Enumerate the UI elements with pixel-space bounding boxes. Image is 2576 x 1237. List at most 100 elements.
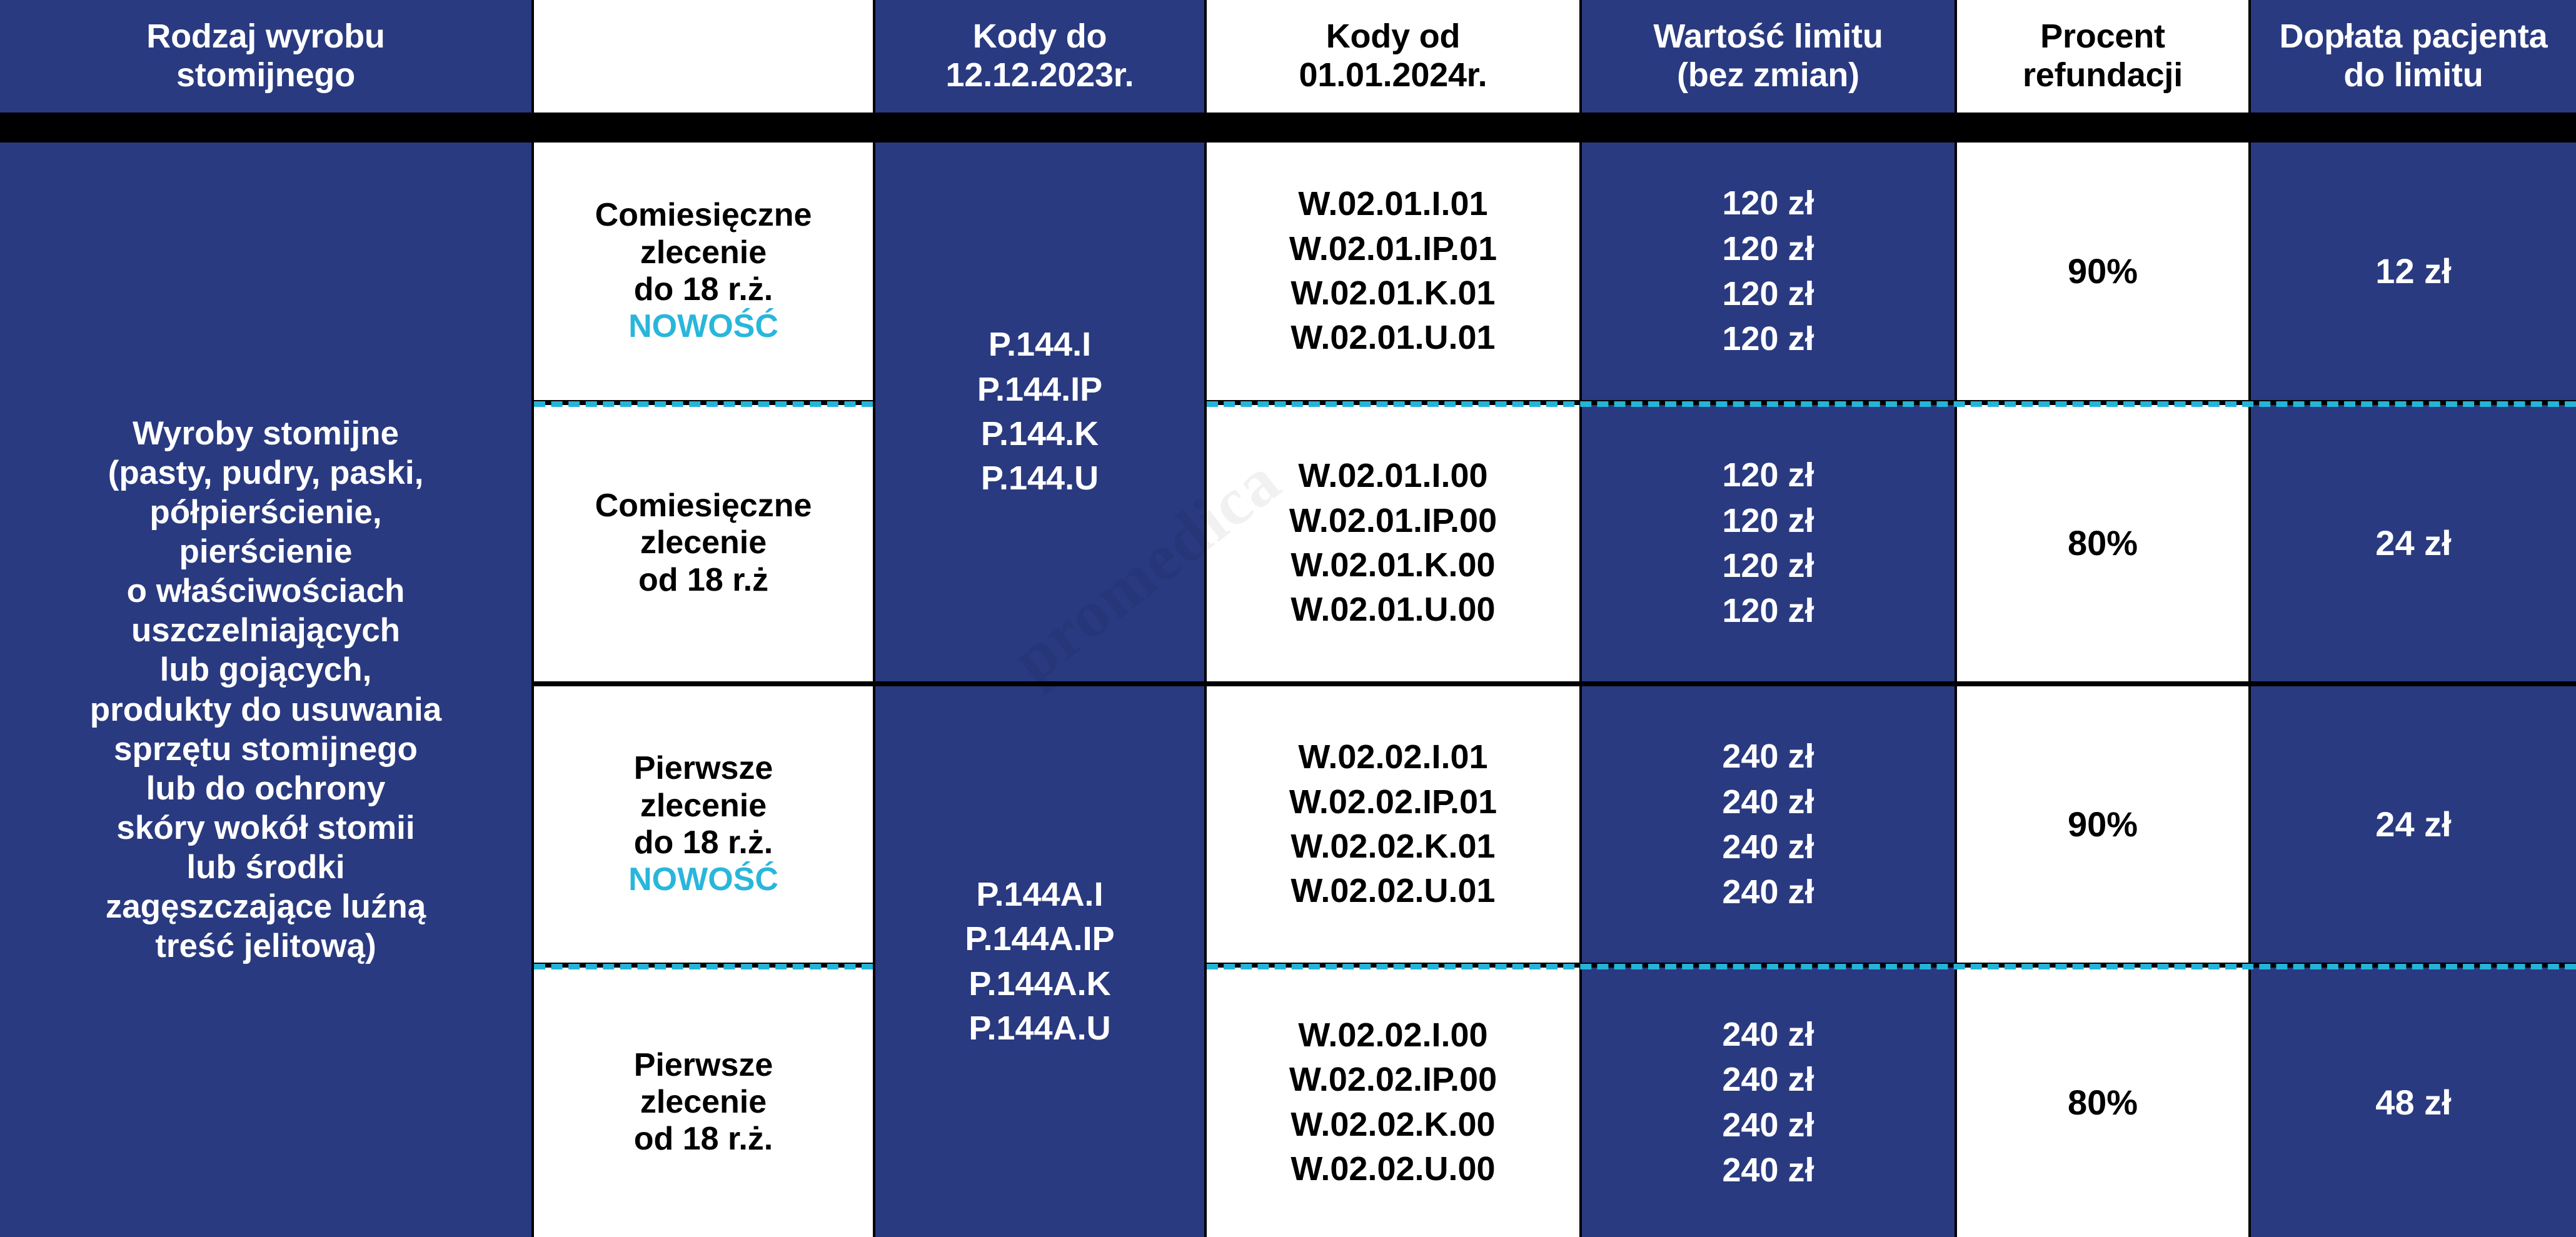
product-line: produkty do usuwania — [89, 691, 442, 728]
old-code: P.144A.IP — [965, 920, 1115, 958]
product-line: Wyroby stomijne — [132, 415, 400, 453]
limit-value: 240 zł — [1722, 873, 1814, 911]
patient-payment-pierwsze-do18: 24 zł — [2251, 686, 2576, 963]
header-line: Dopłata pacjenta — [2279, 18, 2548, 56]
limit-values-comiesieczne-do18: 120 zł 120 zł 120 zł 120 zł — [1582, 143, 1955, 400]
limit-value: 240 zł — [1722, 783, 1814, 821]
new-codes-comiesieczne-do18: W.02.01.I.01 W.02.01.IP.01 W.02.01.K.01 … — [1207, 143, 1579, 400]
limit-value: 120 zł — [1722, 184, 1814, 223]
header-line: stomijnego — [176, 56, 355, 94]
new-code: W.02.02.K.00 — [1291, 1105, 1496, 1143]
new-code: W.02.01.I.01 — [1298, 185, 1488, 223]
new-codes-pierwsze-od18: W.02.02.I.00 W.02.02.IP.00 W.02.02.K.00 … — [1207, 968, 1579, 1237]
new-code: W.02.01.U.01 — [1291, 319, 1496, 357]
order-line: do 18 r.ż. — [633, 271, 773, 308]
limit-value: 120 zł — [1722, 456, 1814, 494]
new-code: W.02.01.U.00 — [1291, 591, 1496, 629]
dashed-separator-group1 — [1207, 401, 2576, 407]
dashed-separator-group2 — [1207, 964, 2576, 969]
product-line: (pasty, pudry, paski, — [108, 454, 424, 492]
order-type-pierwsze-od18: Pierwsze zlecenie od 18 r.ż. — [534, 968, 873, 1237]
limit-value: 120 zł — [1722, 229, 1814, 268]
new-code: W.02.02.K.01 — [1291, 828, 1496, 865]
limit-value: 120 zł — [1722, 547, 1814, 584]
dashed-separator-group1 — [534, 401, 873, 407]
limit-value: 120 zł — [1722, 592, 1814, 630]
header-line: do limitu — [2343, 56, 2483, 94]
old-code: P.144.I — [988, 326, 1092, 364]
new-code: W.02.02.I.00 — [1298, 1016, 1488, 1054]
old-code: P.144A.U — [969, 1009, 1111, 1047]
header-line: 12.12.2023r. — [945, 56, 1134, 94]
order-line: Pierwsze — [633, 750, 773, 787]
old-codes-pierwsze: P.144A.I P.144A.IP P.144A.K P.144A.U — [875, 686, 1204, 1237]
order-line: do 18 r.ż. — [633, 824, 773, 861]
order-line: zlecenie — [640, 524, 767, 561]
new-code: W.02.01.K.01 — [1291, 274, 1496, 312]
header-line: (bez zmian) — [1677, 56, 1859, 94]
order-line: Comiesięczne — [595, 488, 812, 524]
header-blank — [534, 0, 873, 113]
refund-percent-pierwsze-do18: 90% — [1957, 686, 2248, 963]
order-type-comiesieczne-od18: Comiesięczne zlecenie od 18 r.ż — [534, 405, 873, 681]
old-code: P.144A.K — [969, 964, 1111, 1003]
limit-value: 120 zł — [1722, 275, 1814, 313]
product-line: o właściwościach — [126, 573, 405, 610]
header-line: 01.01.2024r. — [1299, 56, 1487, 94]
new-code: W.02.01.IP.01 — [1289, 229, 1497, 268]
header-line: Kody do — [972, 18, 1107, 56]
product-line: półpierścienie, — [149, 494, 382, 531]
limit-value: 240 zł — [1722, 1151, 1814, 1189]
new-code: W.02.01.IP.00 — [1289, 501, 1497, 539]
product-line: lub do ochrony — [146, 769, 386, 807]
product-description: Wyroby stomijne (pasty, pudry, paski, pó… — [9, 414, 523, 966]
order-type-pierwsze-do18: Pierwsze zlecenie do 18 r.ż. NOWOŚĆ — [534, 686, 873, 963]
refund-percent-pierwsze-od18: 80% — [1957, 968, 2248, 1237]
header-kody-do: Kody do 12.12.2023r. — [875, 0, 1204, 113]
product-type-cell: Wyroby stomijne (pasty, pudry, paski, pó… — [0, 143, 531, 1237]
new-code: W.02.02.U.00 — [1291, 1149, 1496, 1188]
limit-value: 120 zł — [1722, 320, 1814, 358]
nowosc-badge: NOWOŚĆ — [628, 861, 778, 898]
order-line: Comiesięczne — [595, 197, 812, 234]
old-code: P.144.U — [980, 459, 1099, 498]
order-line: zlecenie — [640, 234, 767, 271]
patient-payment-comiesieczne-od18: 24 zł — [2251, 405, 2576, 681]
new-code: W.02.02.IP.00 — [1289, 1061, 1497, 1099]
refund-percent-comiesieczne-do18: 90% — [1957, 143, 2248, 400]
header-procent-refundacji: Procent refundacji — [1957, 0, 2248, 113]
limit-value: 240 zł — [1722, 738, 1814, 776]
old-code: P.144.IP — [977, 370, 1103, 408]
new-codes-pierwsze-do18: W.02.02.I.01 W.02.02.IP.01 W.02.02.K.01 … — [1207, 686, 1579, 963]
dashed-separator-group2 — [534, 964, 873, 969]
new-code: W.02.01.K.00 — [1291, 546, 1496, 584]
product-line: treść jelitową) — [155, 927, 376, 964]
product-line: zagęszczające luźną — [105, 888, 426, 925]
order-line: zlecenie — [640, 787, 767, 824]
product-line: lub środki — [186, 848, 345, 886]
product-line: skóry wokół stomii — [116, 809, 415, 846]
new-code: W.02.02.U.01 — [1291, 872, 1496, 910]
order-line: Pierwsze — [633, 1046, 773, 1083]
product-line: pierścienie — [179, 533, 353, 571]
nowosc-badge: NOWOŚĆ — [628, 308, 778, 345]
limit-values-comiesieczne-od18: 120 zł 120 zł 120 zł 120 zł — [1582, 405, 1955, 681]
old-codes-comiesieczne: P.144.I P.144.IP P.144.K P.144.U — [875, 143, 1204, 681]
limit-value: 240 zł — [1722, 1106, 1814, 1144]
header-doplata-pacjenta: Dopłata pacjenta do limitu — [2251, 0, 2576, 113]
order-line: od 18 r.ż — [638, 561, 769, 598]
header-wartosc-limitu: Wartość limitu (bez zmian) — [1582, 0, 1955, 113]
limit-values-pierwsze-od18: 240 zł 240 zł 240 zł 240 zł — [1582, 968, 1955, 1237]
new-code: W.02.02.I.01 — [1298, 738, 1488, 776]
header-line: Kody od — [1326, 18, 1461, 56]
new-codes-comiesieczne-od18: W.02.01.I.00 W.02.01.IP.00 W.02.01.K.00 … — [1207, 405, 1579, 681]
old-code: P.144.K — [980, 415, 1099, 453]
patient-payment-pierwsze-od18: 48 zł — [2251, 968, 2576, 1237]
limit-value: 240 zł — [1722, 1061, 1814, 1099]
header-line: Procent — [2040, 18, 2165, 56]
new-code: W.02.02.IP.01 — [1289, 783, 1497, 821]
limit-value: 240 zł — [1722, 828, 1814, 866]
order-line: zlecenie — [640, 1083, 767, 1120]
header-kody-od: Kody od 01.01.2024r. — [1207, 0, 1579, 113]
